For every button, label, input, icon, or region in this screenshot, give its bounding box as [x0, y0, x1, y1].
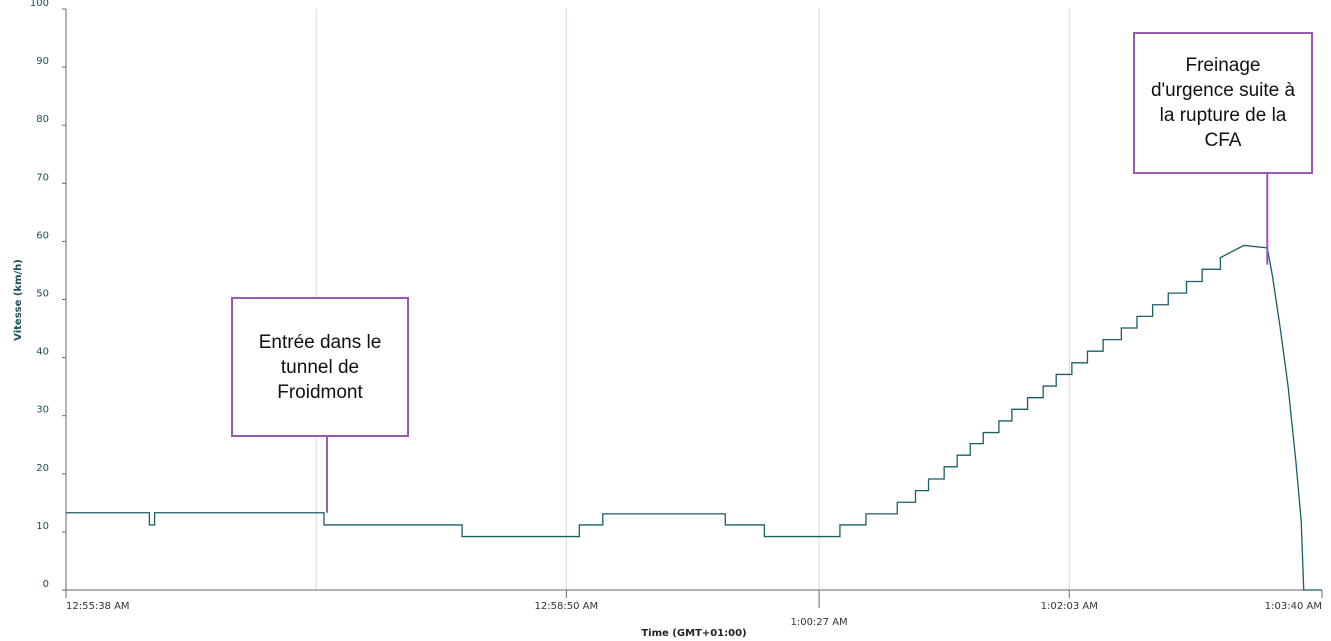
- x-tick-label: 1:03:40 AM: [1265, 601, 1322, 612]
- x-ticks: 12:55:38 AM 12:58:50 AM 1:00:27 AM 1:02:03 …: [65, 590, 1323, 628]
- y-tick-label: 80: [36, 114, 49, 125]
- x-axis-title: Time (GMT+01:00): [641, 628, 746, 639]
- y-tick-label: 90: [36, 56, 49, 67]
- x-tick-label: 1:00:27 AM: [790, 617, 847, 628]
- y-axis-title: Vitesse (km/h): [13, 259, 24, 341]
- y-tick-label: 10: [36, 521, 49, 532]
- x-tick-label: 12:55:38 AM: [66, 601, 130, 612]
- vertical-gridlines: [315, 9, 1070, 590]
- y-tick-label: 30: [36, 405, 49, 416]
- y-tick-label: 0: [43, 579, 49, 590]
- y-tick-label: 100: [30, 0, 49, 9]
- y-tick-label: 60: [36, 230, 49, 241]
- speed-series-line: [66, 244, 1322, 591]
- y-tick-label: 70: [36, 172, 49, 183]
- x-tick-label: 1:02:03 AM: [1041, 601, 1098, 612]
- y-tick-label: 20: [36, 463, 49, 474]
- x-tick-label: 12:58:50 AM: [535, 601, 599, 612]
- y-tick-label: 40: [36, 347, 49, 358]
- annotation-emergency-braking: Freinage d'urgence suite à la rupture de…: [1133, 32, 1313, 174]
- y-ticks: 0 10 20 30 40 50 60 70 80 90 100: [30, 0, 66, 591]
- annotation-leaders: [325, 174, 1269, 513]
- y-tick-label: 50: [36, 289, 49, 300]
- annotation-tunnel-entry: Entrée dans le tunnel de Froidmont: [231, 297, 409, 437]
